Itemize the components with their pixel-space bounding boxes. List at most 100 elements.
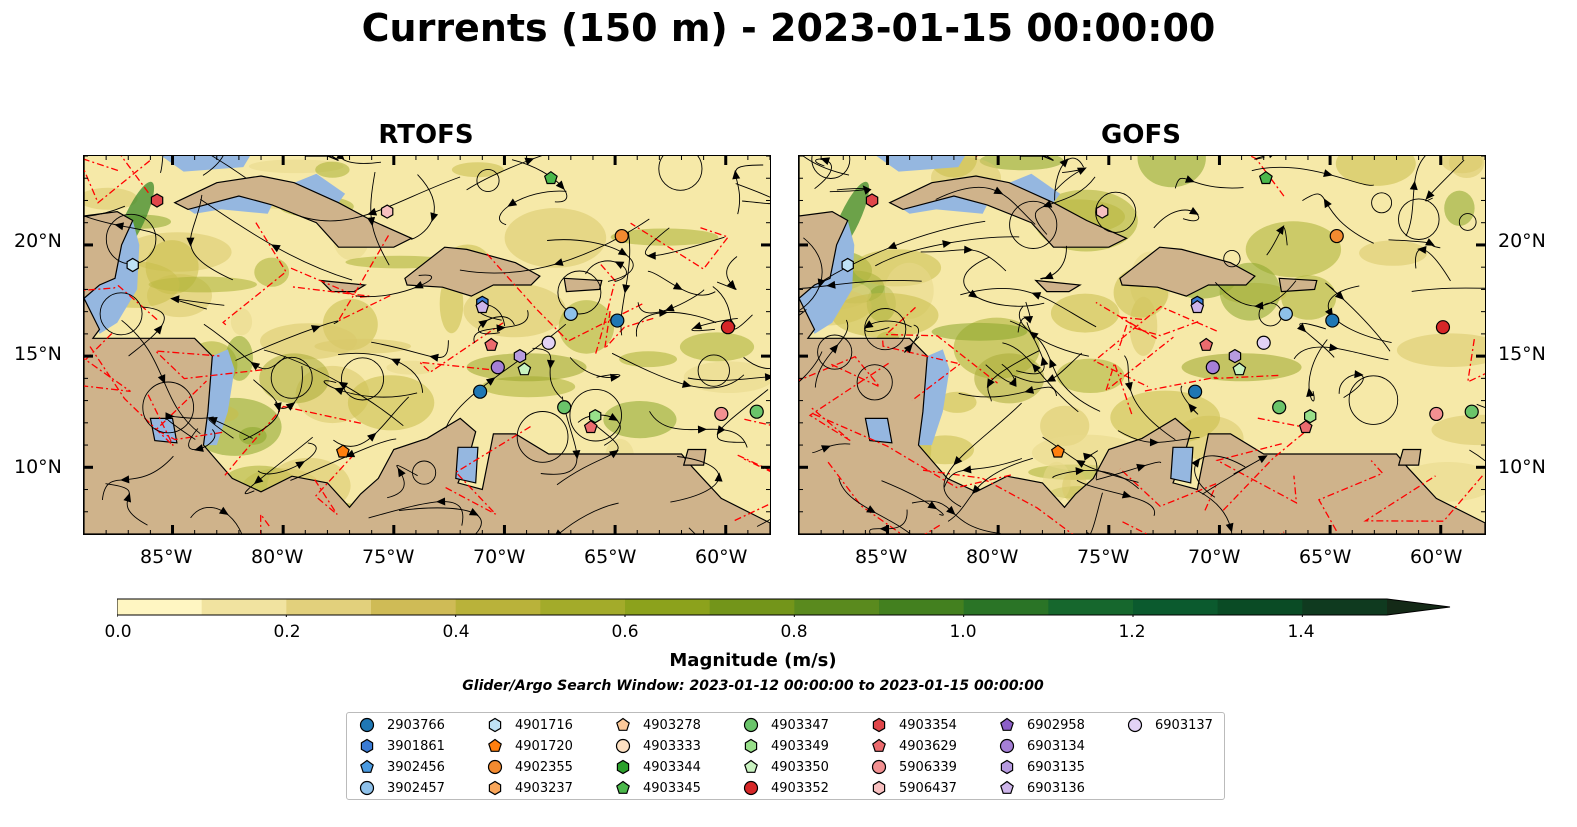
lon-tick-label: 70°W — [1188, 546, 1241, 568]
float-marker — [541, 335, 556, 350]
float-marker — [150, 193, 164, 208]
legend-item: 4901716 — [487, 716, 573, 734]
float-marker — [1325, 313, 1340, 328]
legend-marker-icon — [488, 717, 502, 733]
legend-label: 4902355 — [515, 759, 573, 775]
legend-marker-icon — [616, 780, 630, 794]
legend-item: 6903136 — [999, 779, 1085, 797]
legend-marker-icon — [743, 717, 759, 733]
legend-item: 4903352 — [743, 779, 829, 797]
lat-tick-label: 10°N — [1498, 456, 1546, 478]
float-marker — [1199, 337, 1214, 351]
float-marker — [475, 299, 490, 314]
legend-marker-icon — [1127, 717, 1143, 733]
legend-item: 4901720 — [487, 737, 573, 755]
lon-tick-label: 65°W — [584, 546, 637, 568]
float-marker — [583, 420, 598, 434]
float-marker — [490, 360, 505, 375]
legend-label: 4903350 — [771, 759, 829, 775]
legend-marker — [487, 759, 503, 775]
legend-marker-icon — [360, 738, 374, 754]
lat-tick-label: 20°N — [1498, 230, 1546, 252]
legend-marker — [615, 738, 631, 754]
panel-title-rtofs: RTOFS — [378, 120, 474, 150]
legend-marker — [872, 717, 886, 733]
float-marker — [1095, 204, 1109, 219]
colorbar-tick-label: 0.0 — [104, 622, 132, 642]
float-marker — [513, 348, 527, 364]
legend-marker — [1000, 717, 1014, 731]
legend-label: 4903237 — [515, 780, 573, 796]
legend-label: 6903136 — [1027, 780, 1085, 796]
float-marker — [335, 444, 350, 458]
legend-label: 4903352 — [771, 780, 829, 796]
legend-marker — [744, 759, 758, 773]
float-marker — [749, 404, 764, 419]
lat-tick-label: 20°N — [14, 230, 62, 252]
legend-marker-icon — [744, 738, 758, 754]
legend-label: 4901720 — [515, 738, 573, 754]
legend-item: 4903350 — [743, 758, 829, 776]
legend-marker-icon — [616, 717, 630, 731]
legend-marker-icon — [615, 738, 631, 754]
legend-item: 3902456 — [359, 758, 445, 776]
float-marker — [1298, 420, 1313, 434]
float-legend: 2903766 3901861 3902456 3902457 4901716 49017… — [346, 712, 1225, 800]
legend-item: 6903135 — [999, 758, 1085, 776]
colorbar-label: Magnitude (m/s) — [669, 650, 837, 671]
legend-marker — [872, 780, 886, 796]
legend-marker — [1000, 780, 1014, 794]
search-window-caption: Glider/Argo Search Window: 2023-01-12 00… — [462, 678, 1044, 694]
legend-label: 6903135 — [1027, 759, 1085, 775]
legend-marker — [488, 738, 502, 752]
legend-marker — [999, 738, 1015, 754]
lon-tick-label: 85°W — [140, 546, 193, 568]
float-marker — [1256, 335, 1271, 350]
legend-marker-icon — [999, 738, 1015, 754]
float-marker — [589, 409, 602, 424]
legend-item: 4903333 — [615, 737, 701, 755]
legend-item: 4903347 — [743, 716, 829, 734]
float-marker — [1278, 306, 1293, 321]
legend-item: 2903766 — [359, 716, 445, 734]
legend-marker-icon — [359, 780, 375, 796]
legend-item: 6902958 — [999, 716, 1085, 734]
float-marker — [1228, 348, 1242, 364]
legend-marker-icon — [616, 759, 630, 775]
colorbar — [117, 598, 1451, 617]
legend-marker — [743, 780, 759, 796]
legend-label: 3902457 — [387, 780, 445, 796]
lat-tick-label: 10°N — [14, 456, 62, 478]
float-marker — [865, 193, 879, 208]
legend-marker-icon — [744, 759, 758, 773]
float-marker — [484, 337, 499, 351]
legend-marker-icon — [743, 780, 759, 796]
legend-item: 4903237 — [487, 779, 573, 797]
legend-label: 3902456 — [387, 759, 445, 775]
colorbar-tick-label: 0.2 — [273, 622, 301, 642]
float-marker — [126, 257, 139, 273]
legend-item: 5906339 — [871, 758, 957, 776]
legend-marker — [1127, 717, 1143, 733]
legend-marker-icon — [871, 759, 887, 775]
float-marker — [1272, 400, 1287, 415]
legend-marker — [360, 759, 374, 773]
legend-label: 4903354 — [899, 717, 957, 733]
colorbar-tick-label: 1.2 — [1118, 622, 1146, 642]
legend-label: 6903137 — [1155, 717, 1213, 733]
legend-item: 3902457 — [359, 779, 445, 797]
legend-item: 5906437 — [871, 779, 957, 797]
legend-item: 6903137 — [1127, 716, 1213, 734]
legend-marker-icon — [1000, 717, 1014, 731]
legend-item: 4902355 — [487, 758, 573, 776]
float-marker — [841, 257, 854, 273]
lat-tick-label: 15°N — [1498, 343, 1546, 365]
float-marker — [380, 204, 394, 219]
legend-marker — [1000, 759, 1014, 775]
colorbar-tick-label: 1.4 — [1287, 622, 1315, 642]
legend-marker-icon — [872, 717, 886, 733]
float-marker — [563, 306, 578, 321]
float-marker — [473, 384, 488, 399]
lon-tick-label: 80°W — [251, 546, 304, 568]
float-marker — [1435, 320, 1451, 335]
